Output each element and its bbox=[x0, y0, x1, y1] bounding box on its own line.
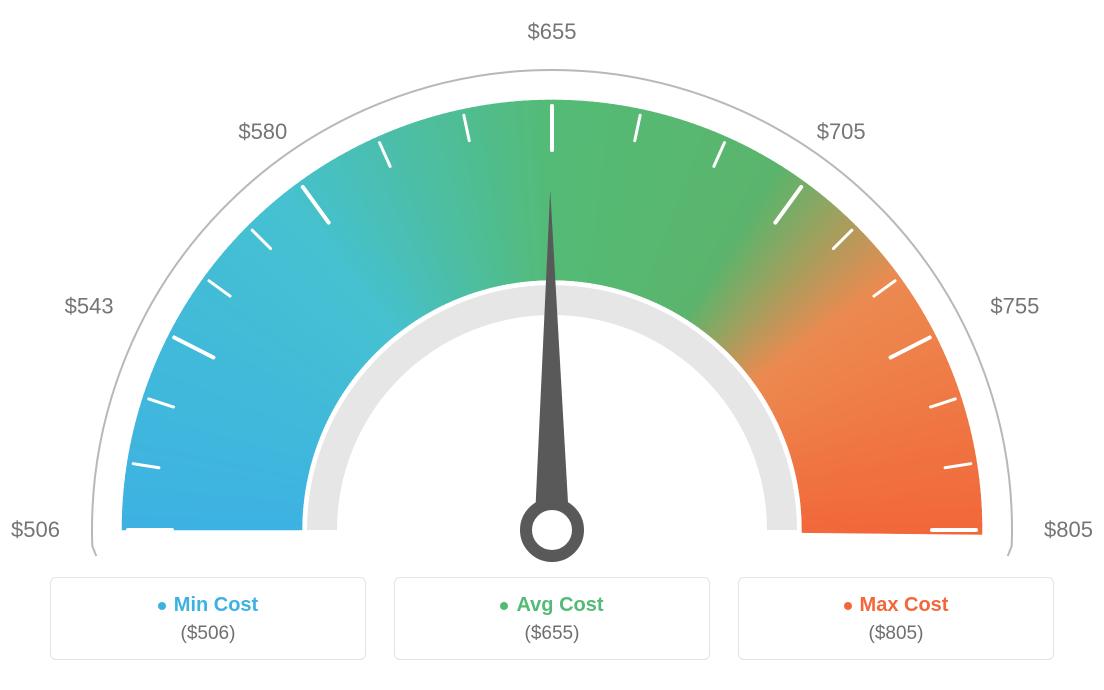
legend-max-label: Max Cost bbox=[860, 594, 949, 617]
dot-avg-icon bbox=[500, 602, 508, 610]
legend-max-title: Max Cost bbox=[844, 594, 949, 617]
legend-avg-title: Avg Cost bbox=[500, 594, 603, 617]
legend-min-title: Min Cost bbox=[158, 594, 258, 617]
legend-max: Max Cost ($805) bbox=[738, 577, 1054, 660]
gauge-svg: $506 $543 $580 $655 $705 $755 $805 bbox=[0, 0, 1104, 580]
gauge-area: $506 $543 $580 $655 $705 $755 $805 bbox=[0, 0, 1104, 580]
tick-label: $755 bbox=[990, 294, 1039, 319]
legend-min-label: Min Cost bbox=[174, 594, 258, 617]
legend-max-value: ($805) bbox=[749, 623, 1043, 645]
cost-gauge-chart: $506 $543 $580 $655 $705 $755 $805 Min Cost ($… bbox=[0, 0, 1104, 690]
tick-label: $580 bbox=[238, 119, 287, 144]
tick-label: $506 bbox=[11, 517, 60, 542]
tick-label: $805 bbox=[1044, 517, 1093, 542]
legend-avg-value: ($655) bbox=[405, 623, 699, 645]
tick-label: $705 bbox=[817, 119, 866, 144]
legend-avg-label: Avg Cost bbox=[516, 594, 603, 617]
tick-label: $543 bbox=[65, 294, 114, 319]
legend-min: Min Cost ($506) bbox=[50, 577, 366, 660]
legend-min-value: ($506) bbox=[61, 623, 355, 645]
legend-avg: Avg Cost ($655) bbox=[394, 577, 710, 660]
dot-max-icon bbox=[844, 602, 852, 610]
dot-min-icon bbox=[158, 602, 166, 610]
legend-row: Min Cost ($506) Avg Cost ($655) Max Cost… bbox=[50, 577, 1054, 660]
tick-label: $655 bbox=[528, 19, 577, 44]
